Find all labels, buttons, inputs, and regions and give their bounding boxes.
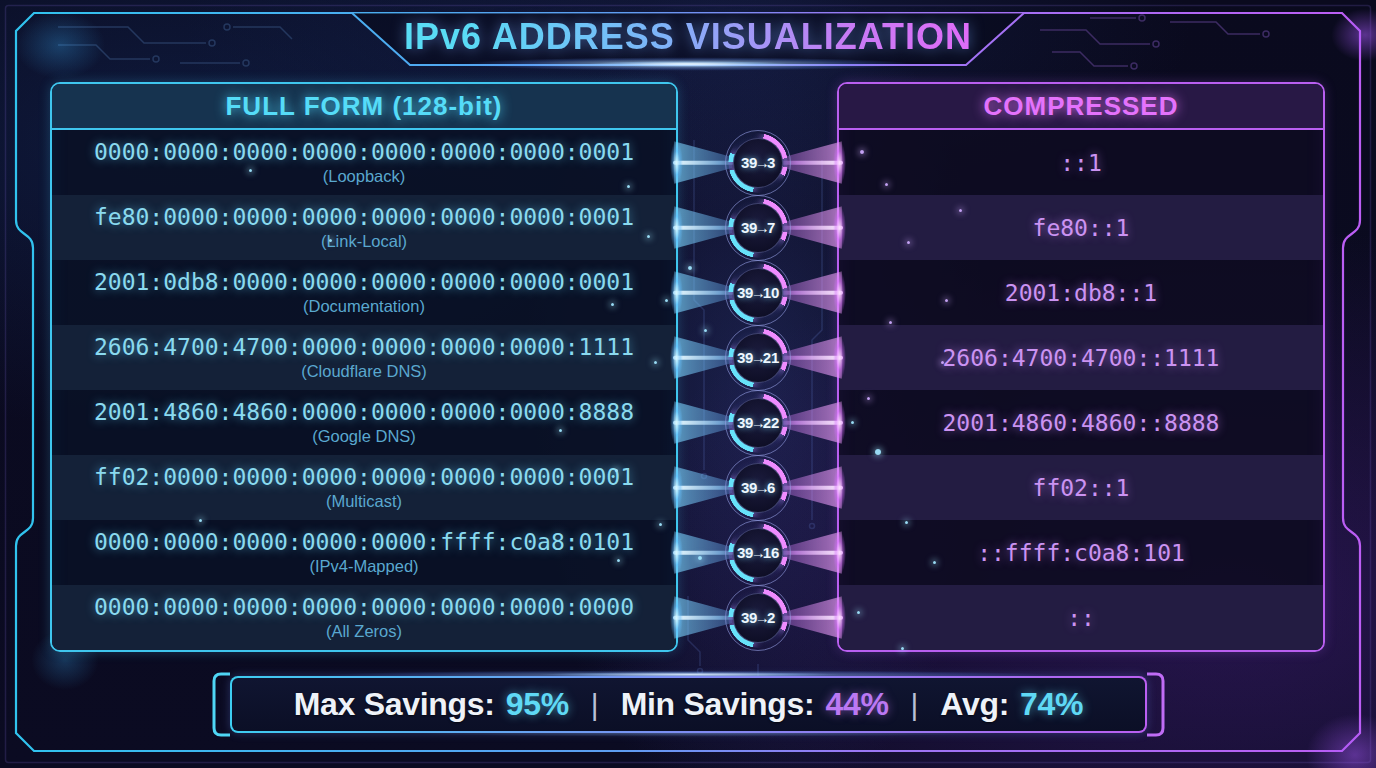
compression-ratio-badge: 39→16: [726, 521, 790, 585]
compression-badge-row: 39→22: [672, 390, 844, 455]
glow-dot: [419, 479, 422, 482]
glow-dot: [647, 235, 650, 238]
stats-bar: Max Savings: 95% | Min Savings: 44% | Av…: [230, 676, 1147, 733]
glow-dot: [199, 519, 202, 522]
beam-left-flare: [670, 336, 683, 380]
glow-dot: [941, 361, 944, 364]
stats-bracket-left: [210, 671, 232, 738]
glow-dot: [889, 321, 892, 324]
badge-ratio-text: 39→3: [741, 154, 775, 171]
glow-dot: [959, 209, 962, 212]
glow-dot: [945, 299, 948, 302]
ipv6-visualization-canvas: IPv6 ADDRESS VISUALIZATION FULL FORM (12…: [0, 0, 1376, 768]
stats-bracket-right: [1145, 671, 1167, 738]
compression-ratio-badge: 39→6: [726, 456, 790, 520]
badge-disc: 39→22: [733, 398, 783, 448]
badge-ratio-text: 39→7: [741, 219, 775, 236]
badge-disc: 39→6: [733, 463, 783, 513]
badge-ratio-text: 39→10: [737, 284, 779, 301]
glow-dot: [654, 361, 657, 364]
glow-dot: [857, 611, 860, 614]
glow-dot: [627, 185, 630, 188]
beam-right-flare: [833, 141, 846, 185]
glow-dot: [329, 239, 332, 242]
glow-dot: [867, 397, 870, 400]
glow-dot: [249, 169, 252, 172]
compression-badge-row: 39→16: [672, 520, 844, 585]
badge-ratio-text: 39→16: [737, 544, 779, 561]
glow-dot: [905, 521, 908, 524]
beam-left-flare: [670, 466, 683, 510]
compression-badge-row: 39→2: [672, 585, 844, 650]
badge-disc: 39→2: [733, 593, 783, 643]
compression-badge-row: 39→7: [672, 195, 844, 260]
compression-ratio-badge: 39→7: [726, 196, 790, 260]
beam-left-flare: [670, 271, 683, 315]
glow-dot: [860, 150, 864, 154]
badge-disc: 39→7: [733, 203, 783, 253]
beam-left-flare: [670, 596, 683, 640]
glow-dot: [875, 449, 881, 455]
glow-dot: [901, 647, 904, 650]
glow-dot: [907, 241, 910, 244]
glow-dot: [659, 523, 662, 526]
stat-value-avg: 74%: [1020, 686, 1083, 723]
stat-label-avg: Avg:: [940, 686, 1009, 723]
beam-left-flare: [670, 141, 683, 185]
glow-dot: [885, 183, 888, 186]
stat-separator: |: [911, 688, 919, 722]
stat-value-max: 95%: [506, 686, 569, 723]
glow-dot: [665, 299, 668, 302]
badge-disc: 39→21: [733, 333, 783, 383]
beam-left-flare: [670, 206, 683, 250]
beam-right-flare: [833, 336, 846, 380]
compression-ratio-badge: 39→21: [726, 326, 790, 390]
stat-label-min: Min Savings:: [621, 686, 815, 723]
beam-right-flare: [833, 271, 846, 315]
compression-ratio-badge: 39→22: [726, 391, 790, 455]
badge-ratio-text: 39→21: [737, 349, 779, 366]
glow-dot: [615, 469, 618, 472]
badge-disc: 39→3: [733, 138, 783, 188]
beam-right-flare: [833, 531, 846, 575]
compression-badge-row: 39→21: [672, 325, 844, 390]
compression-badge-row: 39→6: [672, 455, 844, 520]
badge-ratio-text: 39→2: [741, 609, 775, 626]
stats-content: Max Savings: 95% | Min Savings: 44% | Av…: [232, 678, 1145, 731]
glow-dot: [611, 303, 614, 306]
compression-ratio-badge: 39→2: [726, 586, 790, 650]
badge-ratio-text: 39→22: [737, 414, 779, 431]
badge-disc: 39→10: [733, 268, 783, 318]
glow-dot: [704, 329, 707, 332]
beam-right-flare: [833, 596, 846, 640]
glow-dot: [851, 421, 854, 424]
badge-disc: 39→16: [733, 528, 783, 578]
compression-ratio-badge: 39→3: [726, 131, 790, 195]
stat-separator: |: [591, 688, 599, 722]
beam-right-flare: [833, 401, 846, 445]
glow-dot: [933, 561, 936, 564]
glow-dot: [617, 559, 620, 562]
compression-badge-row: 39→3: [672, 130, 844, 195]
glow-dot: [698, 556, 702, 560]
compression-badges: 39→3 39→7 39→10 39→21 39→22 39→6 39→16 39→2: [0, 0, 1376, 768]
stat-value-min: 44%: [825, 686, 888, 723]
beam-right-flare: [833, 466, 846, 510]
beam-right-flare: [833, 206, 846, 250]
beam-left-flare: [670, 401, 683, 445]
glow-dot: [688, 266, 692, 270]
compression-ratio-badge: 39→10: [726, 261, 790, 325]
stat-label-max: Max Savings:: [294, 686, 495, 723]
beam-left-flare: [670, 531, 683, 575]
badge-ratio-text: 39→6: [741, 479, 775, 496]
compression-badge-row: 39→10: [672, 260, 844, 325]
glow-dot: [559, 429, 562, 432]
